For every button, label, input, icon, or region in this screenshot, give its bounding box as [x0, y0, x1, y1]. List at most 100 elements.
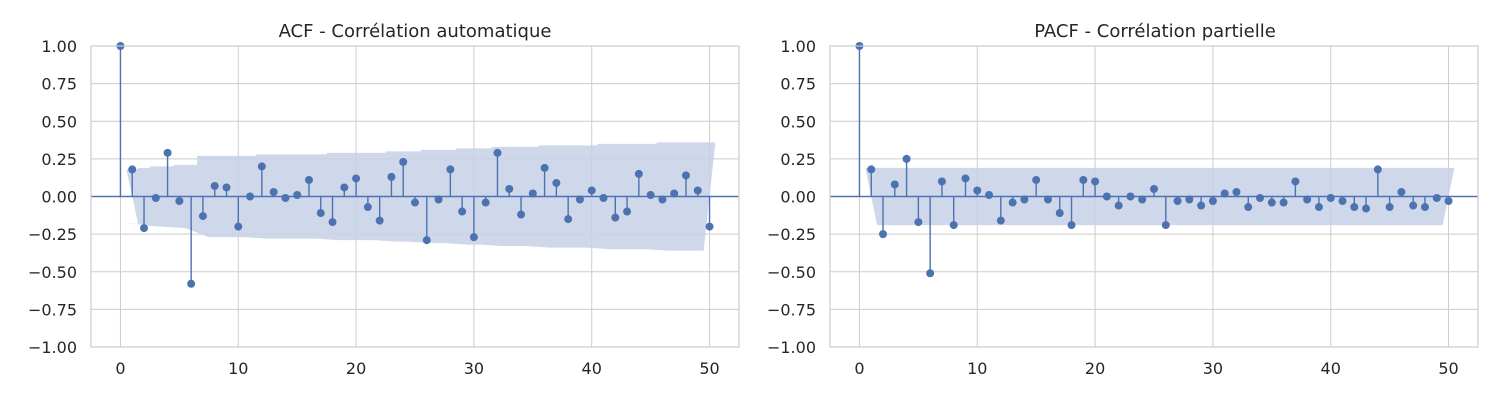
pacf-marker-lag-24 [1138, 195, 1147, 204]
pacf-marker-lag-31 [1220, 189, 1229, 198]
pacf-marker-lag-23 [1126, 192, 1135, 201]
acf-xtick-label: 10 [228, 359, 248, 378]
acf-marker-lag-3 [151, 194, 160, 203]
pacf-ytick-label: −0.75 [767, 300, 816, 319]
pacf-xtick-label: 40 [1321, 359, 1341, 378]
acf-marker-lag-45 [646, 190, 655, 199]
acf-ytick-label: 1.00 [41, 37, 77, 56]
pacf-marker-lag-15 [1032, 175, 1041, 184]
pacf-marker-lag-21 [1102, 192, 1111, 201]
pacf-marker-lag-45 [1385, 203, 1394, 212]
pacf-marker-lag-3 [890, 180, 899, 189]
acf-marker-lag-35 [528, 189, 537, 198]
pacf-marker-lag-44 [1373, 165, 1382, 174]
pacf-ytick-label: 1.00 [780, 37, 816, 56]
pacf-ytick-label: 0.50 [780, 112, 816, 131]
acf-plot-frame [90, 45, 740, 348]
acf-marker-lag-17 [316, 209, 325, 218]
acf-marker-lag-26 [422, 236, 431, 245]
acf-marker-lag-9 [222, 183, 231, 192]
pacf-ytick-label: −1.00 [767, 338, 816, 357]
pacf-marker-lag-35 [1267, 198, 1276, 207]
pacf-marker-lag-34 [1256, 194, 1265, 203]
acf-marker-lag-13 [269, 187, 278, 196]
acf-marker-lag-11 [246, 192, 255, 201]
acf-marker-lag-41 [599, 194, 608, 203]
acf-marker-lag-22 [375, 216, 384, 225]
acf-marker-lag-21 [363, 203, 372, 212]
pacf-marker-lag-36 [1279, 198, 1288, 207]
pacf-marker-lag-33 [1244, 203, 1253, 212]
pacf-marker-lag-49 [1432, 194, 1441, 203]
acf-ytick-label: −0.75 [28, 300, 77, 319]
acf-marker-lag-46 [658, 195, 667, 204]
acf-ytick-label: −1.00 [28, 338, 77, 357]
acf-marker-lag-25 [411, 198, 419, 207]
pacf-marker-lag-32 [1232, 187, 1241, 196]
pacf-marker-lag-11 [985, 190, 994, 199]
pacf-marker-lag-19 [1079, 175, 1088, 184]
acf-marker-lag-30 [469, 233, 478, 242]
acf-marker-lag-42 [611, 213, 620, 222]
pacf-xtick-label: 20 [1085, 359, 1105, 378]
acf-ytick-label: 0.25 [41, 150, 77, 169]
acf-xtick-label: 0 [115, 359, 125, 378]
acf-marker-lag-8 [210, 181, 219, 190]
pacf-marker-lag-20 [1091, 177, 1100, 186]
pacf-marker-lag-17 [1055, 209, 1064, 218]
pacf-marker-lag-25 [1150, 184, 1158, 193]
pacf-marker-lag-27 [1173, 197, 1182, 206]
acf-marker-lag-33 [505, 184, 514, 193]
acf-marker-lag-31 [481, 198, 490, 207]
pacf-marker-lag-29 [1197, 201, 1206, 210]
pacf-marker-lag-1 [867, 165, 876, 174]
pacf-marker-lag-43 [1362, 204, 1371, 213]
acf-marker-lag-20 [352, 174, 361, 183]
pacf-marker-lag-42 [1350, 203, 1359, 212]
acf-marker-lag-14 [281, 194, 290, 203]
acf-marker-lag-1 [128, 165, 137, 174]
acf-marker-lag-12 [257, 162, 266, 171]
acf-xtick-label: 20 [346, 359, 366, 378]
pacf-marker-lag-13 [1008, 198, 1017, 207]
acf-marker-lag-4 [163, 148, 172, 157]
acf-marker-lag-7 [198, 212, 207, 221]
pacf-marker-lag-41 [1338, 197, 1347, 206]
pacf-plot-frame [829, 45, 1479, 348]
pacf-marker-lag-50 [1444, 197, 1453, 206]
acf-marker-lag-32 [493, 148, 502, 157]
pacf-xtick-label: 50 [1438, 359, 1458, 378]
acf-marker-lag-10 [234, 222, 243, 231]
pacf-marker-lag-10 [973, 186, 982, 195]
acf-marker-lag-18 [328, 218, 337, 227]
acf-marker-lag-2 [140, 224, 149, 233]
acf-xtick-label: 30 [464, 359, 484, 378]
acf-marker-lag-40 [587, 186, 596, 195]
acf-marker-lag-47 [670, 189, 679, 198]
acf-marker-lag-37 [552, 178, 561, 187]
acf-marker-lag-50 [705, 222, 714, 231]
pacf-marker-lag-48 [1420, 203, 1429, 212]
acf-ytick-label: 0.75 [41, 75, 77, 94]
pacf-marker-lag-18 [1067, 221, 1076, 230]
acf-marker-lag-16 [304, 175, 313, 184]
pacf-marker-lag-46 [1397, 187, 1406, 196]
pacf-marker-lag-30 [1208, 197, 1217, 206]
acf-marker-lag-19 [340, 183, 349, 192]
pacf-marker-lag-8 [949, 221, 958, 230]
acf-ytick-label: 0.00 [41, 188, 77, 207]
acf-marker-lag-48 [681, 171, 690, 180]
acf-xtick-label: 40 [582, 359, 602, 378]
pacf-marker-lag-4 [902, 154, 911, 163]
acf-marker-lag-15 [293, 190, 302, 199]
acf-ytick-label: −0.50 [28, 263, 77, 282]
acf-ytick-label: 0.50 [41, 112, 77, 131]
acf-panel: ACF - Corrélation automatique 0 10 20 30 40 5… [28, 21, 740, 378]
acf-marker-lag-28 [446, 165, 455, 174]
acf-marker-lag-27 [434, 195, 443, 204]
acf-marker-lag-23 [387, 172, 396, 181]
pacf-marker-lag-16 [1043, 195, 1052, 204]
pacf-marker-lag-7 [937, 177, 946, 186]
